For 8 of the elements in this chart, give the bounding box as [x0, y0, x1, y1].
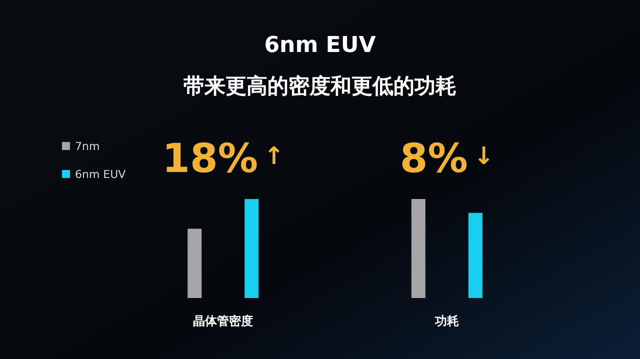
- x-tick-label: 功耗: [434, 314, 459, 328]
- legend-label: 7nm: [75, 140, 100, 153]
- chart-title: 6nm EUV: [264, 33, 376, 58]
- chart-subtitle: 带来更高的密度和更低的功耗: [184, 74, 456, 98]
- text: 18%↑: [162, 136, 284, 182]
- text: 8%↓: [400, 136, 494, 182]
- x-tick-label: 晶体管密度: [193, 314, 254, 328]
- legend-label: 6nm EUV: [75, 168, 126, 181]
